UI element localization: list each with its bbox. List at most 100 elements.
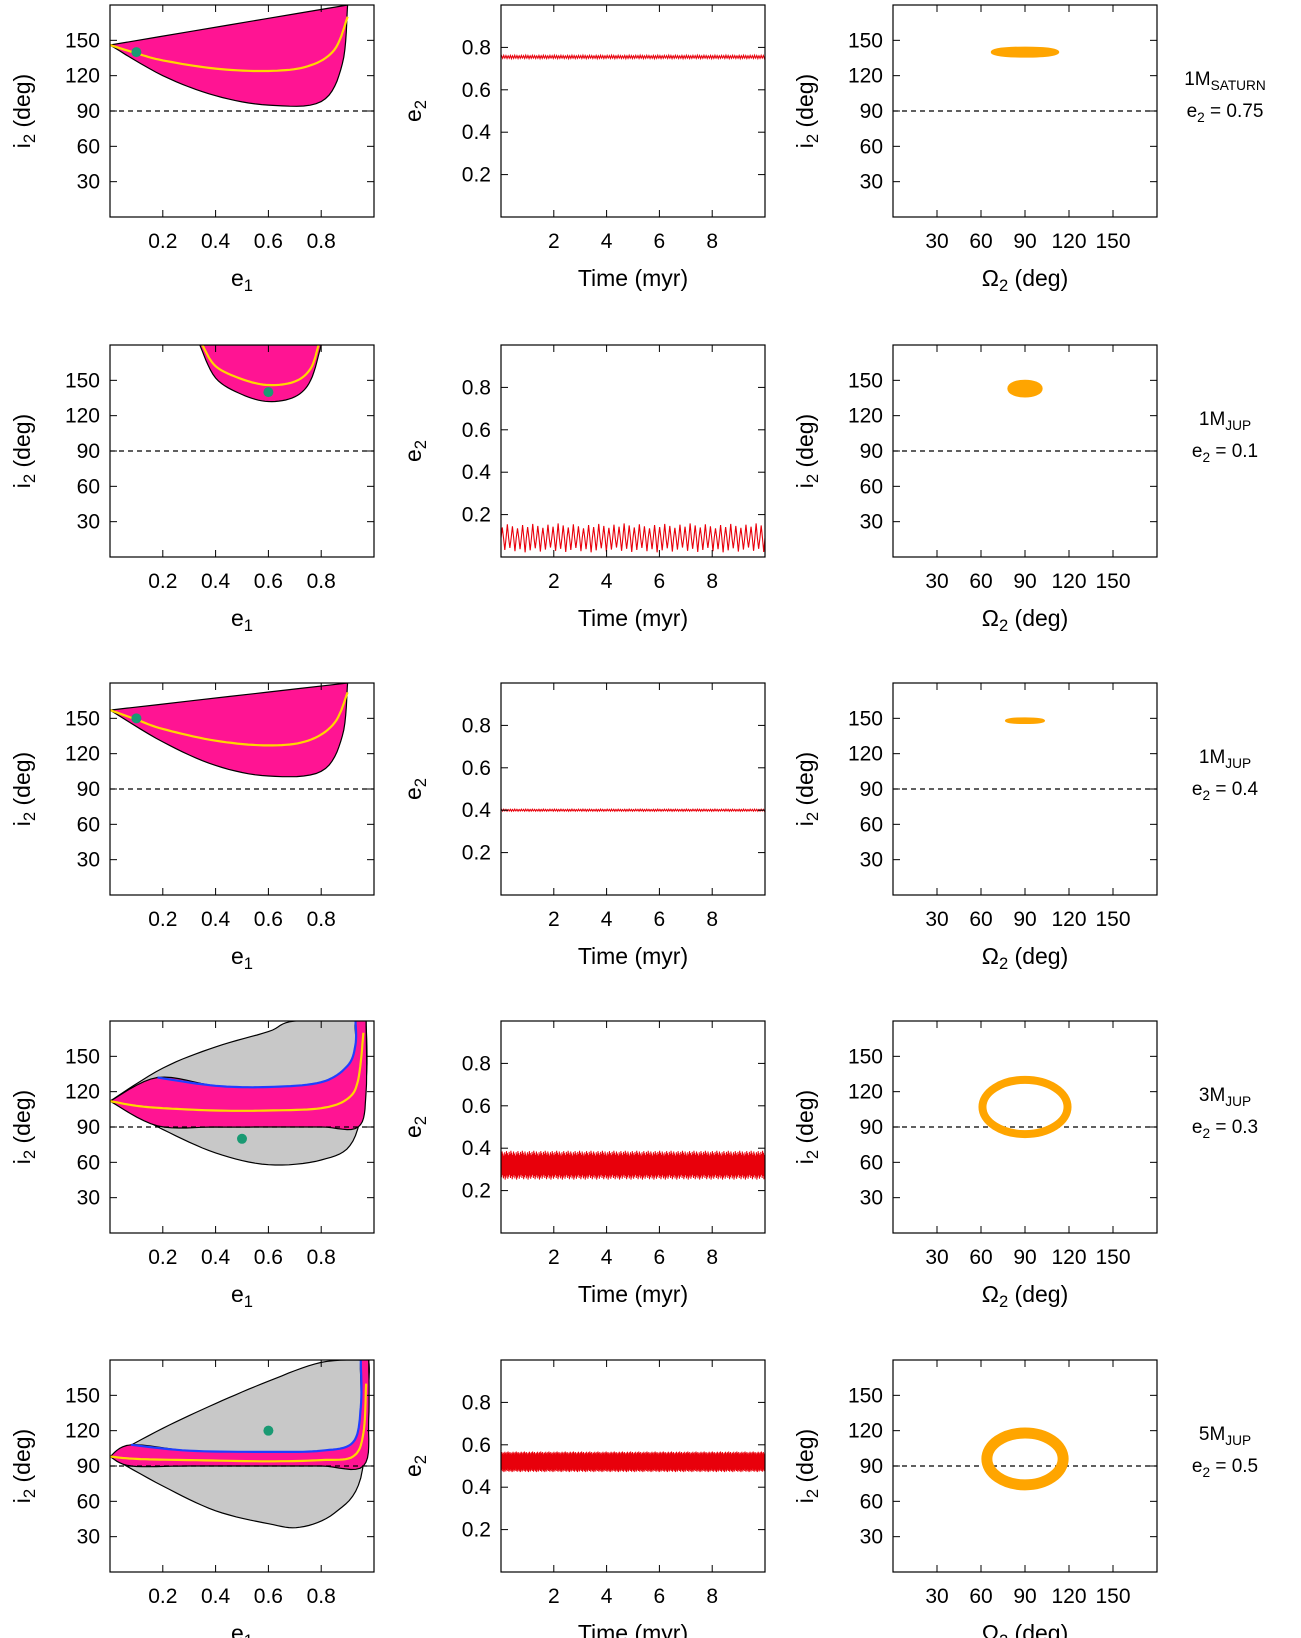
y-tick-label: 0.4 — [462, 1476, 492, 1499]
y-tick-label: 0.4 — [462, 461, 492, 484]
x-axis-label-part: 2 — [999, 276, 1008, 295]
x-axis-label-part: 2 — [999, 616, 1008, 635]
x-tick-label: 0.6 — [254, 230, 283, 253]
e2-value-label-part: 2 — [1202, 1126, 1210, 1141]
x-tick-label: 90 — [1013, 230, 1036, 253]
x-ticks: 0.2 0.4 0.6 0.8 — [148, 1021, 336, 1269]
e2-value-label-part: 2 — [1202, 450, 1210, 465]
y-axis-label-part: 2 — [803, 812, 822, 821]
planet-mass-label: 1MJUP — [1199, 409, 1251, 433]
y-axis-label-part: 2 — [411, 1455, 430, 1464]
plot-area — [501, 53, 765, 61]
axes-frame — [500, 344, 766, 558]
axes-frame — [500, 1359, 766, 1573]
x-tick-label: 60 — [969, 1246, 992, 1269]
x-axis-label: Time (myr) — [578, 943, 688, 969]
y-tick-label: 120 — [848, 743, 883, 766]
x-axis-label-part: Time (myr) — [578, 1281, 688, 1307]
y-tick-label: 30 — [860, 849, 883, 872]
y-axis-label-part: 2 — [20, 1489, 39, 1498]
x-ticks: 2 4 6 8 — [548, 683, 718, 931]
x-tick-label: 2 — [548, 570, 560, 593]
pink-region — [110, 683, 349, 778]
x-axis-label-part: 1 — [244, 1292, 253, 1311]
x-tick-label: 0.8 — [307, 230, 336, 253]
y-tick-label: 0.8 — [462, 714, 491, 737]
y-tick-label: 90 — [77, 1116, 100, 1139]
e2-value-label-part: = 0.75 — [1205, 101, 1264, 122]
x-tick-label: 8 — [706, 1246, 718, 1269]
row-label-4: 3MJUP e2 = 0.3 — [1192, 1085, 1258, 1141]
x-axis-label-part: e — [231, 265, 244, 291]
plot-area — [501, 1451, 765, 1473]
plot-area — [893, 717, 1157, 790]
x-axis-label-part: Ω — [982, 943, 999, 969]
y-tick-label: 30 — [860, 511, 883, 534]
x-tick-label: 0.2 — [148, 1246, 177, 1269]
x-tick-label: 0.6 — [254, 908, 283, 931]
y-axis-label: i2 (deg) — [9, 414, 39, 488]
y-tick-label: 120 — [848, 65, 883, 88]
x-axis-label: e1 — [231, 1620, 253, 1638]
y-axis-label-part: 2 — [20, 134, 39, 143]
x-tick-label: 150 — [1095, 1585, 1130, 1608]
x-tick-label: 6 — [654, 570, 666, 593]
y-axis-label-part: i — [792, 1498, 818, 1503]
plot-area — [893, 379, 1157, 452]
y-tick-label: 30 — [77, 1187, 100, 1210]
y-axis-label: i2 (deg) — [9, 1090, 39, 1164]
y-tick-label: 150 — [65, 369, 100, 392]
x-axis-label-part: e — [231, 943, 244, 969]
x-tick-label: 30 — [925, 230, 948, 253]
y-axis-label: e2 — [400, 440, 430, 462]
x-tick-label: 4 — [601, 570, 613, 593]
orbit-ring — [1007, 379, 1043, 398]
x-tick-label: 0.8 — [307, 1585, 336, 1608]
y-tick-label: 60 — [860, 135, 883, 158]
y-tick-label: 0.4 — [462, 1137, 492, 1160]
y-tick-label: 0.8 — [462, 36, 491, 59]
yellow-curve — [201, 345, 320, 387]
y-tick-label: 60 — [77, 1490, 100, 1513]
x-tick-label: 4 — [601, 1585, 613, 1608]
y-axis-label-part: i — [9, 821, 35, 826]
y-tick-label: 0.6 — [462, 1095, 491, 1118]
y-tick-label: 0.2 — [462, 1180, 491, 1203]
x-tick-label: 8 — [706, 230, 718, 253]
x-tick-label: 90 — [1013, 570, 1036, 593]
y-axis-label-part: (deg) — [792, 1090, 818, 1150]
y-tick-label: 0.2 — [462, 1519, 491, 1542]
y-axis-label: e2 — [400, 100, 430, 122]
x-axis-label: Time (myr) — [578, 605, 688, 631]
e2-value-label-part: = 0.5 — [1210, 1456, 1258, 1477]
x-tick-label: 0.6 — [254, 1246, 283, 1269]
x-ticks: 0.2 0.4 0.6 0.8 — [148, 683, 336, 931]
y-tick-label: 0.8 — [462, 1052, 491, 1075]
y-axis-label-part: 2 — [803, 1489, 822, 1498]
y-tick-label: 60 — [860, 475, 883, 498]
x-tick-label: 150 — [1095, 1246, 1130, 1269]
y-tick-label: 150 — [65, 707, 100, 730]
x-axis-label-part: Time (myr) — [578, 943, 688, 969]
pink-region — [110, 5, 349, 107]
y-axis-label-part: e — [400, 1464, 426, 1477]
y-tick-label: 120 — [848, 1081, 883, 1104]
x-axis-label-part: Ω — [982, 605, 999, 631]
y-tick-label: 60 — [77, 813, 100, 836]
x-ticks: 0.2 0.4 0.6 0.8 — [148, 5, 336, 253]
y-tick-label: 0.2 — [462, 164, 491, 187]
x-tick-label: 0.6 — [254, 1585, 283, 1608]
x-axis-label-part: Ω — [982, 265, 999, 291]
planet-mass-label-part: SATURN — [1211, 78, 1266, 93]
x-tick-label: 2 — [548, 230, 560, 253]
y-tick-label: 150 — [65, 1045, 100, 1068]
y-ticks: 0.2 0.4 0.6 0.8 — [462, 714, 765, 865]
planet-mass-label: 1MJUP — [1199, 747, 1251, 771]
x-axis-label-part: (deg) — [1008, 265, 1068, 291]
y-tick-label: 90 — [860, 778, 883, 801]
x-tick-label: 0.4 — [201, 908, 231, 931]
row-label-2: 1MJUP e2 = 0.1 — [1192, 409, 1258, 465]
x-axis-label-part: Ω — [982, 1281, 999, 1307]
